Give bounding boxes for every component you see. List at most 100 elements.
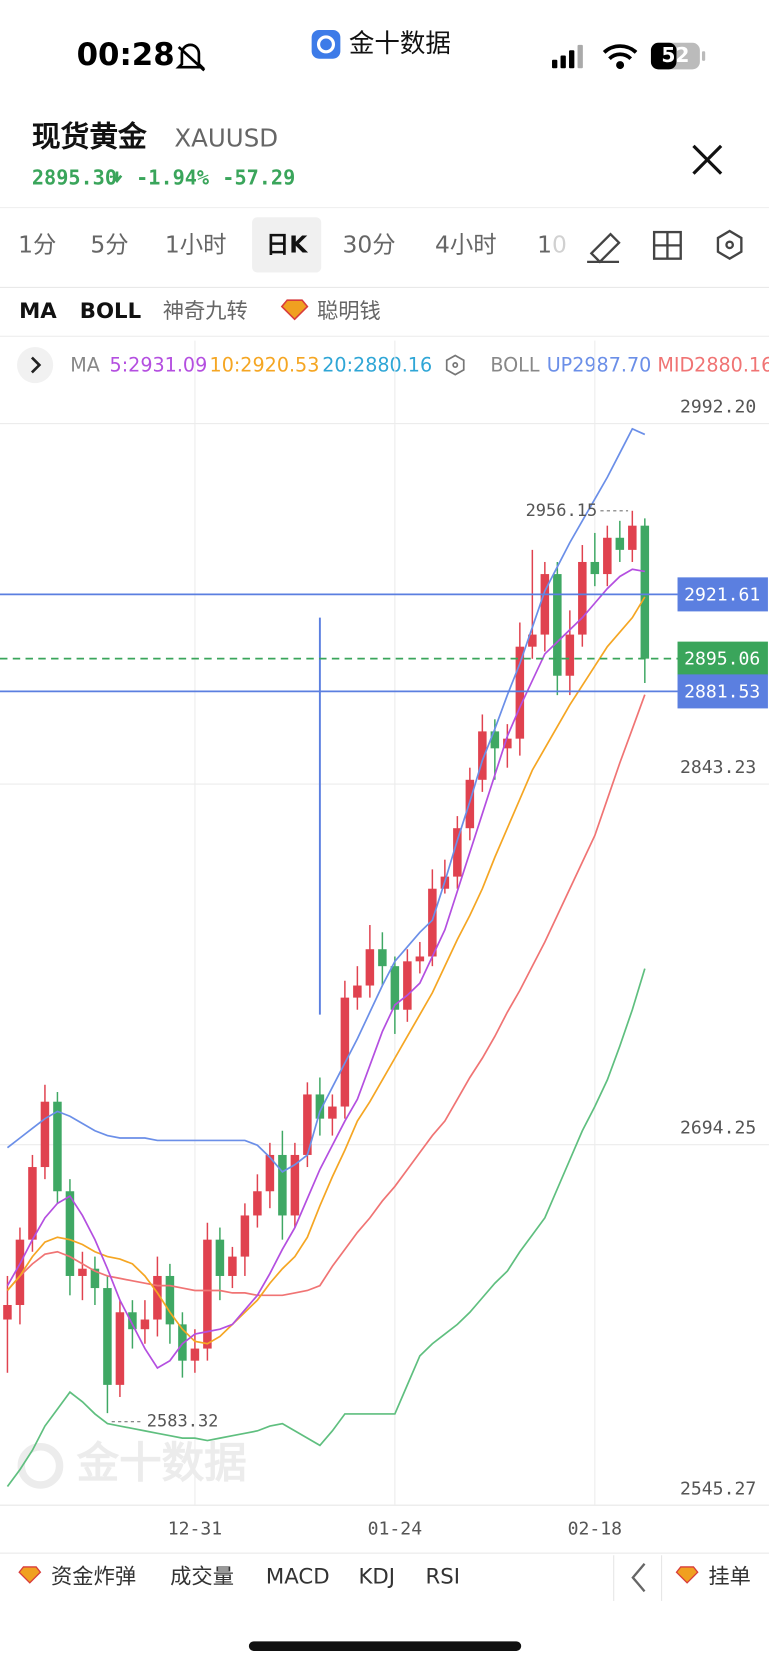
x-tick-label: 12-31 [168,1519,222,1540]
candle-body [353,985,362,998]
close-button[interactable] [692,144,723,175]
tab[interactable]: 日K [266,230,308,258]
price-tag-label: 2895.06 [684,649,760,670]
legend-item: 20:2880.16 [322,354,432,377]
change-pct: -1.94% [136,165,210,189]
candle-body [178,1324,187,1361]
candle-body [453,828,462,877]
status-time: 00:28 [77,37,175,73]
home-indicator [248,1641,522,1651]
candle-body [415,956,425,962]
app-name: 金十数据 [349,29,451,59]
candle-body [628,525,637,550]
candle-body [615,537,625,550]
candle-body [553,574,562,676]
price-tag [677,674,768,709]
bottom-tab[interactable]: 成交量 [170,1565,234,1590]
tab[interactable]: 5分 [90,230,128,258]
candle-body [15,1239,25,1306]
price-tag-label: 2921.61 [684,584,760,605]
app-logo-mark [316,35,336,54]
wifi-icon [602,44,638,70]
price-tag-label: 2881.53 [684,681,760,702]
active-tab-bg [252,217,322,273]
candle-body [65,1191,75,1276]
y-tick-label: 2992.20 [680,397,756,418]
price: 2895.30 [32,165,117,189]
candle-body [53,1101,62,1192]
candle-body [40,1101,50,1168]
candle-body [640,525,650,659]
y-tick-label: 2694.25 [680,1118,756,1139]
candle-body [240,1215,250,1257]
candle-body [90,1268,100,1289]
x-tick-label: 01-24 [368,1519,423,1540]
collapse-arrow[interactable] [631,1562,646,1593]
candle-body [540,574,550,635]
candle-body [378,949,387,967]
bottom-tab[interactable]: RSI [425,1565,460,1590]
watermark: 金十数据 [76,1439,247,1488]
indicator-line [6,694,646,1297]
diamond-icon [675,1566,699,1584]
candle-body [115,1312,125,1385]
legend-item: UP2987.70 [547,354,652,377]
candle-body [153,1275,162,1320]
bottom-tab[interactable]: KDJ [358,1565,395,1590]
candle-body [428,888,437,957]
indicator-tab[interactable]: BOLL [80,299,141,324]
candle-body [290,1154,300,1216]
candle-body [503,738,512,749]
legend-item: MID2880.16 [657,354,769,377]
chart: 金十数据 2992.20 2843.23 2694.25 2545.27 12-31 01-… [0,340,769,1540]
price-tag [677,641,768,676]
candle-body [578,561,587,635]
settings-icon[interactable] [716,229,743,261]
draw-tool-icon[interactable] [587,232,621,264]
bottom-tab[interactable]: 资金炸弹 [51,1565,136,1590]
tab[interactable]: 1分 [18,230,56,258]
candle-body [128,1312,137,1330]
candle-body [328,1106,337,1119]
candle-body [28,1167,37,1240]
x-tick-label: 02-18 [568,1519,622,1540]
bottom-tab[interactable]: MACD [266,1565,330,1590]
battery-tip [701,51,706,61]
candle-body [340,997,350,1107]
candle-body [228,1256,237,1276]
candle-body [253,1191,262,1216]
legend-label: BOLL [490,354,539,377]
candle-body [478,731,487,780]
tab-bar: 1分 5分 1小时 日K 30分 4小时 10 [18,230,567,258]
change: -57.29 [222,165,295,189]
indicator-tab[interactable]: 神奇九转 [163,299,248,324]
indicator-line [6,427,646,1173]
layout-icon[interactable] [652,230,682,260]
candle-body [3,1305,12,1320]
candle-body [565,634,575,676]
candle-body [215,1239,225,1276]
tab[interactable]: 1小时 [165,230,227,258]
candle-body [140,1319,150,1330]
y-tick-label: 2545.27 [680,1478,756,1499]
candle-body [190,1348,200,1361]
instrument-name: 现货黄金 [32,119,147,153]
min-label: 2583.32 [147,1412,219,1432]
candle-body [365,949,375,986]
legend-settings-icon[interactable] [445,354,465,376]
app-logo [311,29,341,59]
tab[interactable]: 30分 [342,230,395,258]
indicator-tab[interactable]: MA [19,299,57,324]
diamond-icon [18,1566,42,1584]
watermark-logo [17,1443,64,1489]
expand-arrow [30,356,42,374]
tab-fade [553,208,580,284]
indicator-tab[interactable]: 聪明钱 [317,299,381,324]
candle-body [303,1094,312,1155]
expand-button[interactable] [17,346,54,384]
tab[interactable]: 4小时 [435,230,497,258]
legend-label: MA [70,354,100,377]
order-button[interactable]: 挂单 [708,1565,751,1590]
candle-body [278,1154,287,1216]
